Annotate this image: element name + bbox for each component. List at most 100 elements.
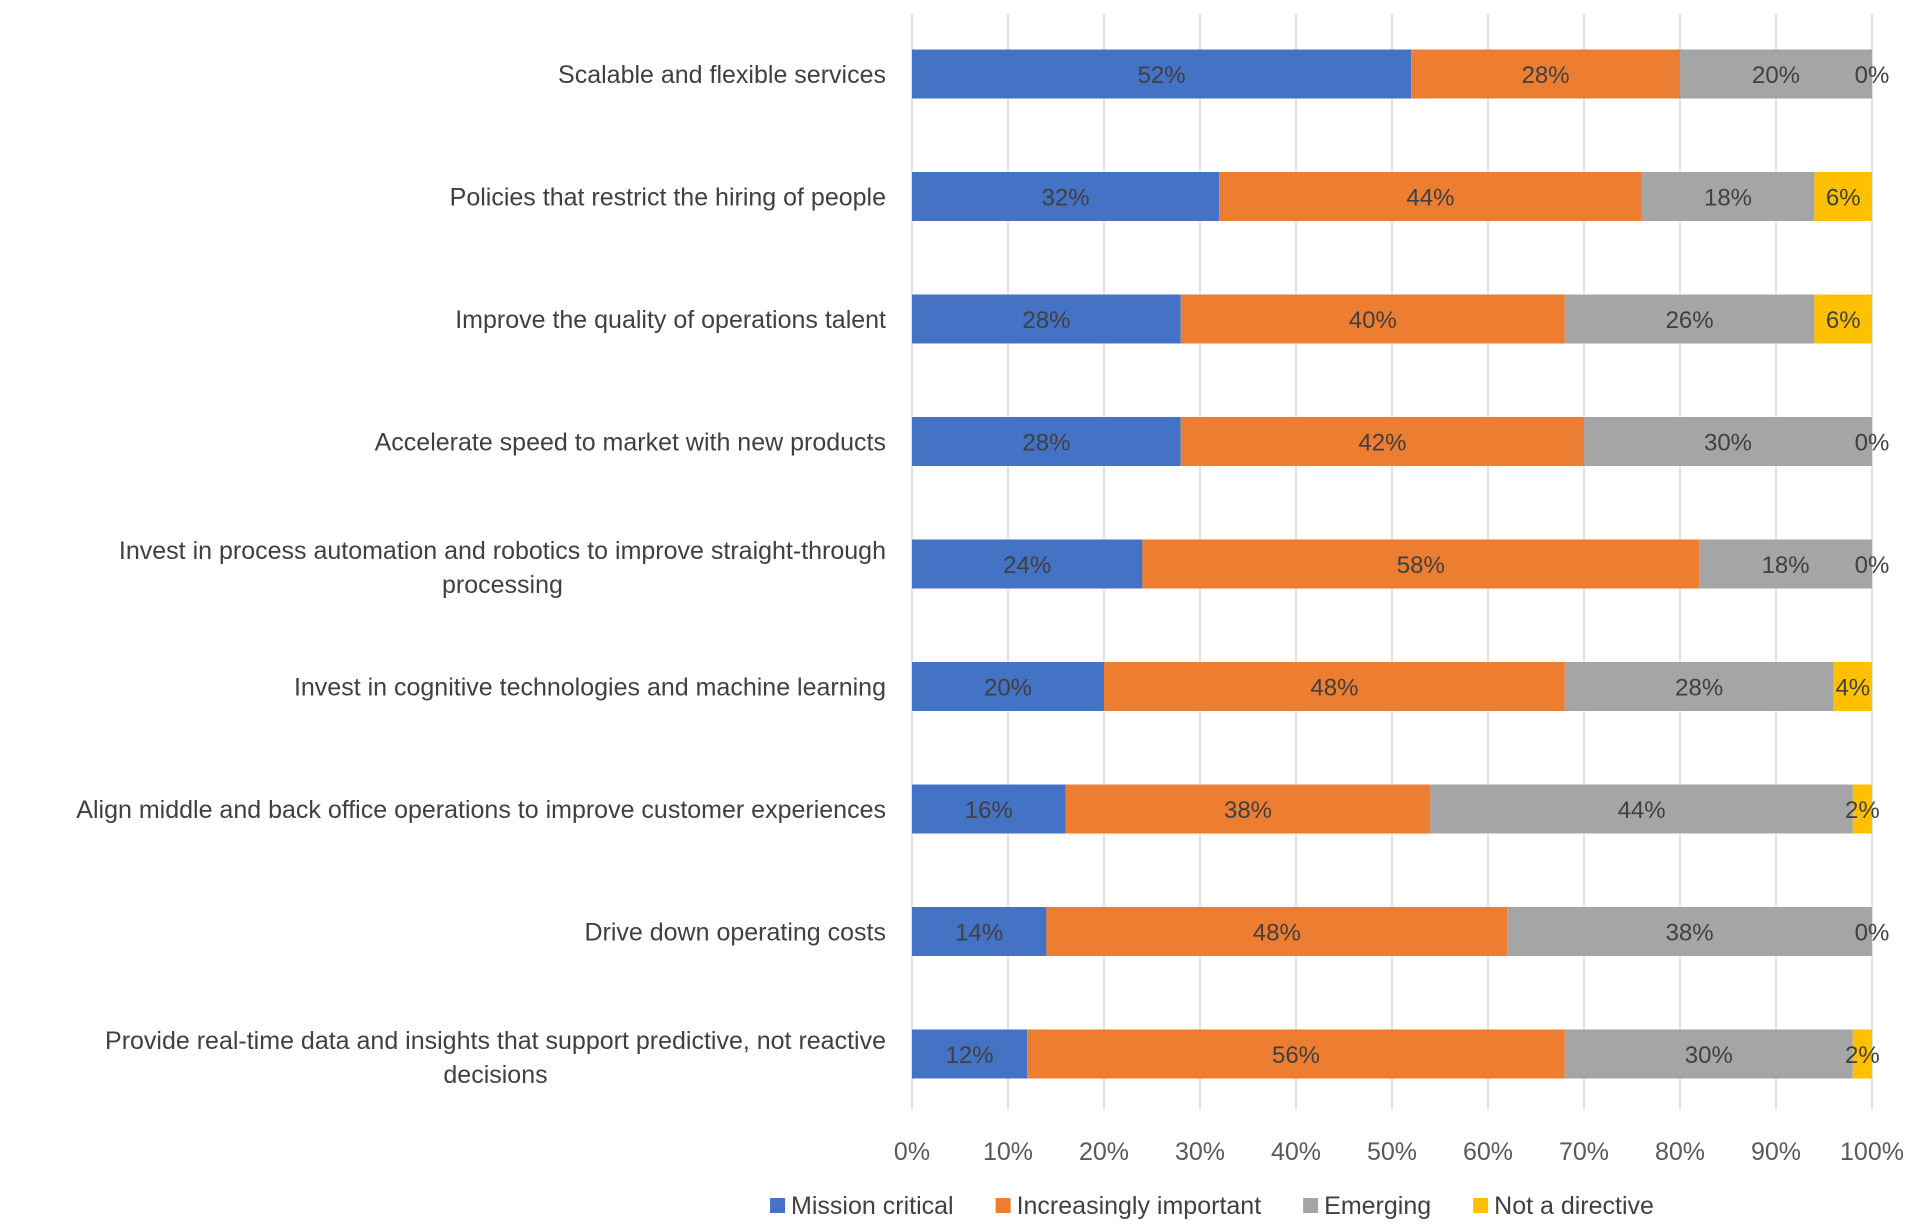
data-label: 0% bbox=[1855, 430, 1890, 457]
bar-segment bbox=[1699, 539, 1872, 589]
bar-row: 12% 56% 30% 2% bbox=[912, 1029, 1880, 1079]
data-label: 28% bbox=[1675, 675, 1723, 702]
category-labels: Scalable and flexible services Policies t… bbox=[76, 61, 886, 1089]
data-label: 48% bbox=[1253, 920, 1301, 947]
bar-segment bbox=[1852, 1029, 1872, 1079]
bar-segment bbox=[1680, 49, 1872, 99]
x-tick-label: 70% bbox=[1559, 1138, 1609, 1166]
data-label: 56% bbox=[1272, 1042, 1320, 1069]
bar-segment bbox=[1219, 172, 1642, 221]
x-tick-label: 0% bbox=[894, 1138, 930, 1166]
category-label: Scalable and flexible services bbox=[558, 61, 886, 89]
legend-item: Emerging bbox=[1303, 1192, 1431, 1220]
bar-segment bbox=[1180, 417, 1584, 466]
category-label: Align middle and back office operations … bbox=[76, 796, 886, 824]
category-label: Provide real-time data and insights that… bbox=[105, 1027, 886, 1089]
bar-row: 52% 28% 20% 0% bbox=[912, 49, 1890, 99]
bar-segment bbox=[912, 784, 1066, 834]
data-label: 26% bbox=[1666, 307, 1714, 334]
x-tick-label: 10% bbox=[983, 1138, 1033, 1166]
bar-segment bbox=[912, 294, 1181, 344]
data-label: 14% bbox=[955, 920, 1003, 947]
category-label-line: processing bbox=[442, 571, 563, 599]
bar-segment bbox=[1814, 294, 1872, 344]
data-label: 28% bbox=[1022, 430, 1070, 457]
data-label: 42% bbox=[1358, 430, 1406, 457]
bar-row: 24% 58% 18% 0% bbox=[912, 539, 1890, 589]
data-label: 44% bbox=[1406, 185, 1454, 212]
legend-item: Mission critical bbox=[770, 1192, 954, 1220]
data-label: 6% bbox=[1826, 185, 1861, 212]
category-label: Policies that restrict the hiring of peo… bbox=[450, 184, 886, 212]
bar-segment bbox=[1180, 294, 1565, 344]
data-label: 48% bbox=[1310, 675, 1358, 702]
legend-swatch bbox=[995, 1198, 1011, 1213]
bar-row: 28% 40% 26% 6% bbox=[912, 294, 1872, 344]
bar-segment bbox=[912, 49, 1412, 99]
legend-label: Increasingly important bbox=[1017, 1192, 1262, 1220]
x-axis-ticks: 0% 10% 20% 30% 40% 50% 60% 70% 80% 90% 100% bbox=[894, 1138, 1904, 1166]
category-label: Invest in cognitive technologies and mac… bbox=[294, 674, 886, 702]
bar-row: 28% 42% 30% 0% bbox=[912, 417, 1889, 466]
legend-item: Not a directive bbox=[1473, 1192, 1654, 1220]
bar-segment bbox=[912, 1029, 1028, 1079]
legend-swatch bbox=[770, 1198, 786, 1213]
x-tick-label: 40% bbox=[1271, 1138, 1321, 1166]
bar-row: 32% 44% 18% 6% bbox=[912, 172, 1872, 221]
data-label: 30% bbox=[1685, 1042, 1733, 1069]
legend-swatch bbox=[1473, 1198, 1489, 1213]
bar-segment bbox=[1852, 784, 1872, 834]
bar-segment bbox=[1065, 784, 1431, 834]
bar-segment bbox=[1584, 417, 1872, 466]
bars: 52% 28% 20% 0% 32% 44% 18% 6% 28% 40% 26% 6% 28% 42% 3… bbox=[912, 49, 1890, 1079]
bar-segment bbox=[1641, 172, 1815, 221]
legend-label: Not a directive bbox=[1494, 1192, 1654, 1220]
legend-label: Emerging bbox=[1324, 1192, 1431, 1220]
data-label: 2% bbox=[1845, 1042, 1880, 1069]
bar-segment bbox=[912, 417, 1181, 466]
data-label: 24% bbox=[1003, 552, 1051, 579]
category-label-line: Invest in process automation and robotic… bbox=[119, 537, 886, 565]
data-label: 28% bbox=[1022, 307, 1070, 334]
data-label: 20% bbox=[1752, 62, 1800, 89]
data-label: 2% bbox=[1845, 797, 1880, 824]
category-label: Invest in process automation and robotic… bbox=[119, 537, 886, 599]
category-label: Accelerate speed to market with new prod… bbox=[375, 429, 886, 457]
bar-segment bbox=[912, 907, 1047, 956]
data-label: 32% bbox=[1042, 185, 1090, 212]
category-label: Improve the quality of operations talent bbox=[455, 306, 886, 334]
data-label: 38% bbox=[1666, 920, 1714, 947]
bar-segment bbox=[1046, 907, 1508, 956]
bar-segment bbox=[1411, 49, 1680, 99]
data-label: 30% bbox=[1704, 430, 1752, 457]
legend: Mission critical Increasingly important Em… bbox=[770, 1192, 1654, 1220]
data-label: 58% bbox=[1397, 552, 1445, 579]
bar-segment bbox=[1142, 539, 1700, 589]
data-label: 0% bbox=[1855, 552, 1890, 579]
data-label: 52% bbox=[1138, 62, 1186, 89]
bar-segment bbox=[1507, 907, 1872, 956]
bar-segment bbox=[1564, 662, 1834, 711]
x-tick-label: 30% bbox=[1175, 1138, 1225, 1166]
data-label: 28% bbox=[1522, 62, 1570, 89]
bar-segment bbox=[1833, 662, 1872, 711]
x-tick-label: 80% bbox=[1655, 1138, 1705, 1166]
bar-segment bbox=[1564, 294, 1815, 344]
data-label: 20% bbox=[984, 675, 1032, 702]
bar-segment bbox=[912, 539, 1143, 589]
x-tick-label: 90% bbox=[1751, 1138, 1801, 1166]
category-label-line: decisions bbox=[443, 1061, 547, 1089]
bar-row: 14% 48% 38% 0% bbox=[912, 907, 1889, 956]
bar-segment bbox=[1430, 784, 1853, 834]
bar-segment bbox=[1814, 172, 1872, 221]
category-label-line: Provide real-time data and insights that… bbox=[105, 1027, 886, 1055]
data-label: 0% bbox=[1855, 62, 1890, 89]
bar-row: 20% 48% 28% 4% bbox=[912, 662, 1872, 711]
data-label: 18% bbox=[1762, 552, 1810, 579]
legend-item: Increasingly important bbox=[995, 1192, 1262, 1220]
legend-label: Mission critical bbox=[791, 1192, 954, 1220]
bar-segment bbox=[912, 662, 1104, 711]
bar-row: 16% 38% 44% 2% bbox=[912, 784, 1880, 834]
